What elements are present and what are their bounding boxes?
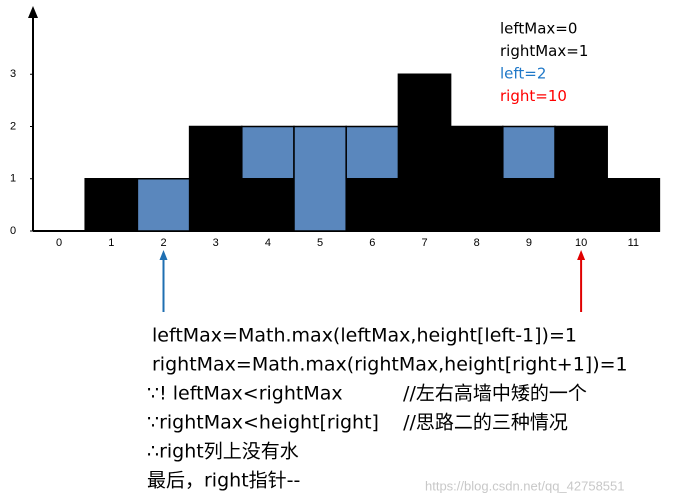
water [241, 125, 295, 180]
note: 最后，right指针-- [147, 470, 300, 492]
y-tick-label: 2 [10, 120, 16, 132]
note: ∵rightMax<height[right] //思路二的三种情况 [147, 412, 568, 434]
watermark: https://blog.csdn.net/qq_42758551 [425, 478, 625, 493]
x-tick-label: 6 [369, 237, 375, 249]
bar [84, 178, 139, 232]
bar [449, 125, 504, 232]
note: rightMax=Math.max(rightMax,height[right+… [152, 354, 628, 376]
note: ∵! leftMax<rightMax //左右高墙中矮的一个 [147, 383, 587, 405]
bar [188, 125, 243, 232]
x-tick-label: 10 [575, 237, 587, 249]
pointer-head [159, 250, 168, 260]
bar [241, 178, 295, 232]
x-tick-label: 8 [474, 237, 480, 249]
water [136, 178, 191, 232]
note: leftMax=Math.max(leftMax,height[left-1])… [152, 325, 577, 347]
state-label: left=2 [500, 65, 546, 83]
x-tick-label: 9 [526, 237, 532, 249]
water [502, 125, 556, 180]
state-label: rightMax=1 [500, 42, 588, 60]
pointer-head [577, 250, 586, 260]
state-label: right=10 [500, 87, 567, 105]
note: ∴right列上没有水 [147, 441, 299, 463]
bar [397, 73, 452, 232]
x-tick-label: 4 [265, 237, 271, 249]
bar [554, 125, 608, 232]
bar [502, 178, 556, 232]
x-tick-label: 0 [56, 237, 62, 249]
y-tick-label: 1 [10, 173, 16, 185]
y-tick-label: 3 [10, 68, 16, 80]
x-tick-label: 3 [213, 237, 219, 249]
water [293, 125, 347, 232]
y-tick-label: 0 [10, 225, 16, 237]
bar [345, 178, 400, 232]
y-axis-arrow [28, 6, 38, 18]
state-label: leftMax=0 [500, 20, 577, 38]
x-tick-label: 1 [108, 237, 114, 249]
x-tick-label: 5 [317, 237, 323, 249]
water [345, 125, 400, 180]
x-tick-label: 7 [421, 237, 427, 249]
x-tick-label: 2 [160, 237, 166, 249]
x-tick-label: 11 [628, 237, 639, 249]
bar [606, 178, 661, 232]
